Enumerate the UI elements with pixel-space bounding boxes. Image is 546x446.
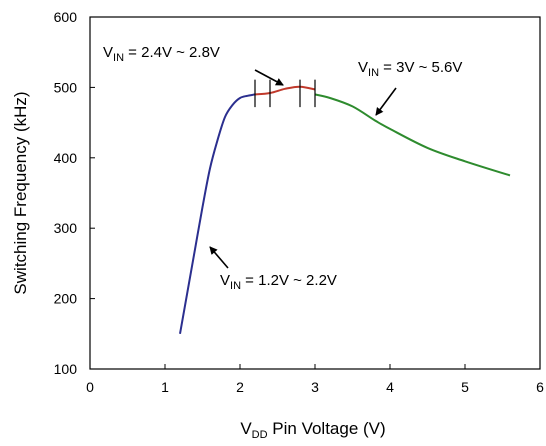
y-tick-label: 100 — [54, 361, 78, 377]
series-layer — [179, 85, 511, 334]
y-tick-label: 400 — [54, 150, 78, 166]
annotation-sub: IN — [368, 67, 379, 79]
x-axis-title-rest: Pin Voltage (V) — [268, 419, 386, 438]
annotation-arrow-1.2-2.2 — [209, 246, 229, 269]
series-line-0 — [179, 93, 256, 334]
x-tick-label: 6 — [536, 379, 544, 395]
x-tick-label: 5 — [461, 379, 469, 395]
plot-frame — [89, 16, 541, 370]
y-tick-label: 500 — [54, 79, 78, 95]
x-tick-label: 3 — [311, 379, 319, 395]
annotation-main: V — [220, 272, 230, 289]
x-axis-title-sub: DD — [252, 429, 268, 441]
annotation-sub: IN — [113, 52, 124, 64]
y-tick-label: 300 — [54, 220, 78, 236]
annotation-main: V — [358, 59, 368, 76]
series-line-2 — [314, 93, 511, 177]
annotation-rest: = 3V ~ 5.6V — [379, 59, 462, 76]
annotation-main: V — [103, 44, 113, 61]
tick-marks — [89, 16, 541, 370]
range-markers — [254, 79, 316, 108]
annotation-rest: = 2.4V ~ 2.8V — [124, 44, 220, 61]
x-tick-labels: 0 1 2 3 4 5 6 — [86, 379, 544, 395]
x-axis-title: VDD Pin Voltage (V) — [240, 419, 385, 441]
x-tick-label: 0 — [86, 379, 94, 395]
y-tick-labels: 100 200 300 400 500 600 — [54, 9, 78, 377]
x-axis-title-main: V — [240, 419, 252, 438]
annotation-sub: IN — [230, 280, 241, 292]
y-tick-label: 200 — [54, 291, 78, 307]
y-axis-title: Switching Frequency (kHz) — [11, 91, 30, 294]
x-tick-label: 1 — [161, 379, 169, 395]
annotation-vin-1.2-2.2: VIN = 1.2V ~ 2.2V — [220, 272, 337, 292]
annotation-rest: = 1.2V ~ 2.2V — [241, 272, 337, 289]
annotation-arrow-2.4-2.8 — [254, 69, 284, 86]
x-tick-label: 4 — [386, 379, 394, 395]
annotation-vin-2.4-2.8: VIN = 2.4V ~ 2.8V — [103, 44, 220, 64]
y-tick-label: 600 — [54, 9, 78, 25]
x-tick-label: 2 — [236, 379, 244, 395]
series-line-1 — [254, 85, 316, 96]
annotation-arrow-3-5.6 — [375, 87, 397, 116]
annotation-vin-3-5.6: VIN = 3V ~ 5.6V — [358, 59, 462, 79]
